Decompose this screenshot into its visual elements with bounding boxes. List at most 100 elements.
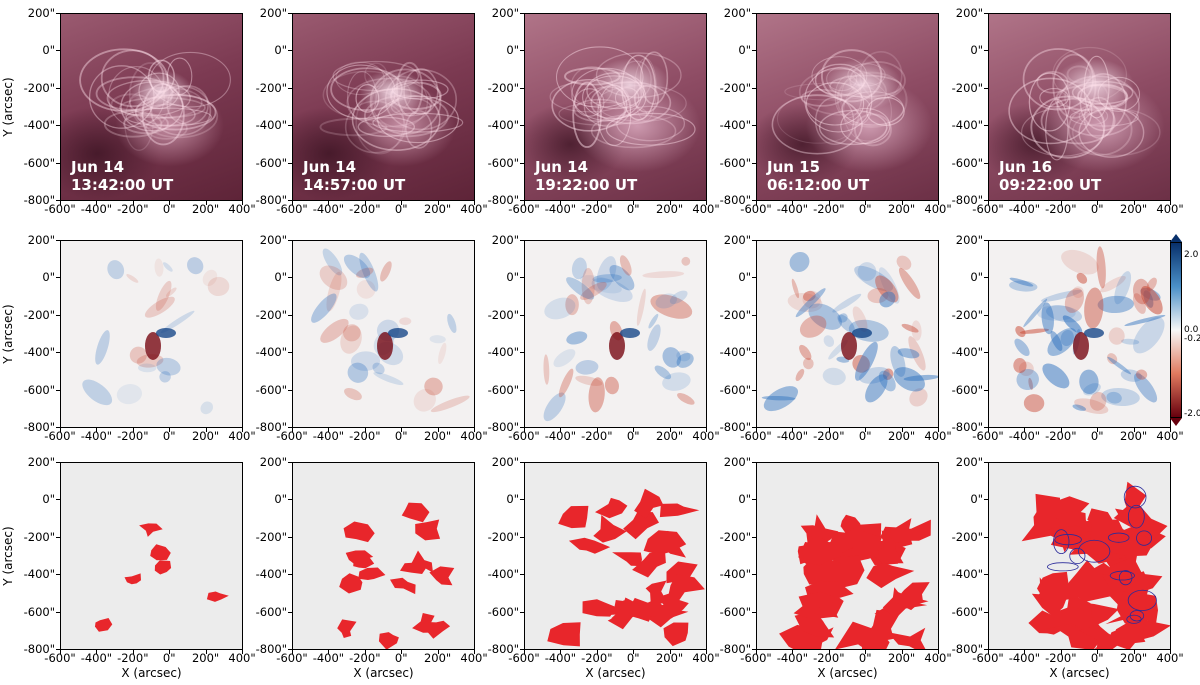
diff-negative-patch <box>438 342 447 364</box>
dimming-region <box>547 622 581 647</box>
y-tick-mark <box>288 277 292 279</box>
x-tick-label: 200" <box>887 429 916 443</box>
diff-negative-patch <box>867 287 889 304</box>
x-tick-label: 200" <box>423 202 452 216</box>
y-tick-label: -200" <box>719 307 751 322</box>
diff-negative-patch <box>1133 278 1151 305</box>
diff-core-positive <box>156 328 176 338</box>
y-tick-mark <box>56 240 60 241</box>
coronal-loop <box>555 46 644 108</box>
y-tick-label: -400" <box>23 118 55 133</box>
x-tick-mark <box>792 428 794 432</box>
diff-positive-patch <box>838 313 848 323</box>
dimming-region <box>1063 560 1124 602</box>
coronal-loop <box>150 85 212 136</box>
y-tick-label: 0" <box>970 43 983 58</box>
x-tick-label: -600" <box>44 651 76 665</box>
contour-line <box>1123 485 1147 509</box>
dimming-region <box>663 622 689 647</box>
y-axis-label: Y (arcsec) <box>1 304 15 364</box>
y-tick-label: -600" <box>23 382 55 397</box>
panel-image <box>319 60 464 155</box>
coronal-loop <box>330 67 403 112</box>
coronal-loop <box>866 96 905 126</box>
diff-negative-patch <box>1132 293 1146 314</box>
diff-negative-patch <box>650 294 693 319</box>
diff-negative-patch <box>356 279 376 299</box>
x-tick-label: 0" <box>1090 429 1104 443</box>
x-tick-label: -600" <box>972 429 1004 443</box>
x-tick-label: 0" <box>858 429 872 443</box>
x-tick-mark <box>292 201 293 205</box>
dimming-region <box>358 567 386 580</box>
diff-negative-patch <box>1013 358 1027 374</box>
x-tick-mark <box>988 428 989 432</box>
timestamp-label: Jun 14 19:22:00 UT <box>535 158 637 194</box>
y-tick-mark <box>56 200 60 201</box>
y-tick-mark <box>984 87 988 89</box>
diff-positive-patch <box>544 297 576 320</box>
diff-positive-patch <box>854 265 894 292</box>
diff-negative-patch <box>875 275 899 303</box>
y-tick-mark <box>752 240 756 241</box>
dimming-region <box>568 537 611 554</box>
timestamp-date: Jun 14 <box>303 158 357 176</box>
x-tick-mark <box>1133 650 1135 654</box>
diff-negative-patch <box>803 357 814 370</box>
coronal-loop <box>818 109 888 146</box>
x-tick-label: -400" <box>544 651 577 665</box>
y-axis-label: Y (arcsec) <box>1 526 15 586</box>
coronal-loop <box>841 91 904 126</box>
diff-positive-patch <box>591 277 633 303</box>
y-tick-label: -800" <box>23 420 55 434</box>
dimming-region <box>666 561 698 584</box>
x-tick-label: -400" <box>1008 429 1041 443</box>
diff-negative-patch <box>380 261 392 282</box>
x-tick-mark <box>828 650 830 654</box>
diff-negative-patch <box>1089 391 1107 411</box>
y-tick-mark <box>288 427 292 428</box>
x-tick-label: 200" <box>1119 429 1148 443</box>
diff-positive-patch <box>373 372 404 386</box>
panel-r2-c5 <box>988 240 1171 428</box>
x-tick-mark <box>706 201 707 205</box>
x-tick-label: -400" <box>80 202 113 216</box>
coronal-loop <box>784 82 876 101</box>
coronal-loop <box>125 107 212 127</box>
coronal-loop <box>811 56 868 96</box>
diff-positive-patch <box>855 341 878 381</box>
diff-core-positive <box>1084 328 1104 338</box>
diff-negative-patch <box>791 278 800 299</box>
diff-positive-patch <box>116 384 143 405</box>
y-tick-label: -200" <box>951 529 983 544</box>
y-tick-label: -400" <box>719 118 751 133</box>
x-tick-label: -400" <box>1008 202 1041 216</box>
y-tick-label: -600" <box>719 155 751 170</box>
dimming-region <box>124 573 141 585</box>
x-tick-mark <box>706 650 707 654</box>
contour-line <box>1136 530 1153 546</box>
diff-positive-patch <box>543 392 566 422</box>
x-tick-mark <box>901 428 903 432</box>
dimming-region <box>830 525 870 553</box>
coronal-loop <box>355 84 380 113</box>
coronal-loop <box>103 110 163 138</box>
dimming-region <box>343 521 375 543</box>
diff-positive-patch <box>879 291 896 308</box>
diff-positive-patch <box>200 401 214 415</box>
x-tick-mark <box>169 650 171 654</box>
coronal-loop <box>564 67 621 86</box>
coronal-loop <box>1067 102 1133 156</box>
dimming-region <box>848 531 882 559</box>
dimming-region <box>424 620 451 639</box>
y-tick-label: 200" <box>723 233 751 247</box>
timestamp-label: Jun 14 14:57:00 UT <box>303 158 405 194</box>
coronal-loop <box>1083 55 1110 119</box>
diff-negative-patch <box>1108 327 1125 345</box>
x-tick-mark <box>706 428 707 432</box>
diff-positive-patch <box>343 254 371 279</box>
x-tick-mark <box>524 428 525 432</box>
diff-positive-patch <box>1114 271 1132 305</box>
contour-line <box>1118 570 1133 586</box>
x-tick-label: -200" <box>349 651 381 665</box>
